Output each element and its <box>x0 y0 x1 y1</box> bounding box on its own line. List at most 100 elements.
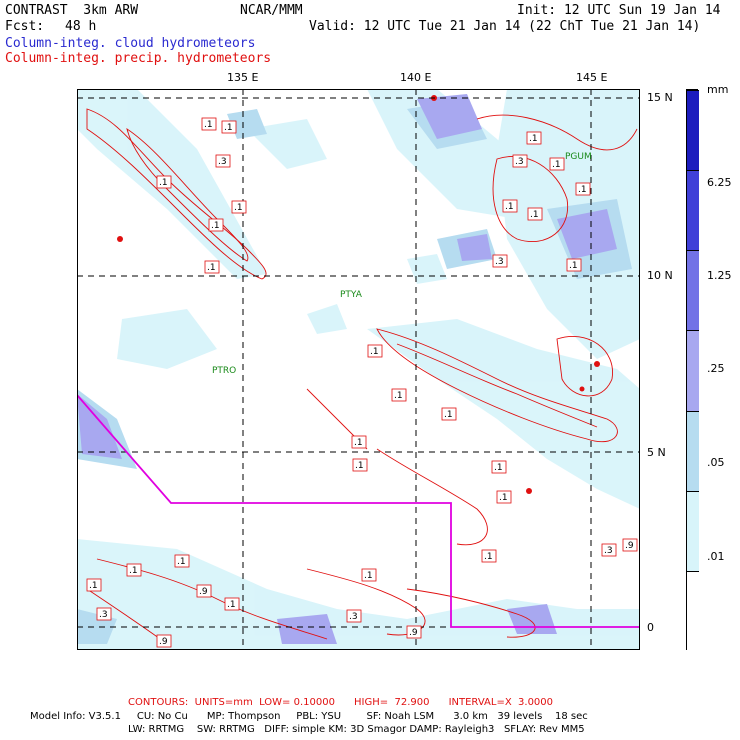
contour-label: .1 <box>159 178 168 188</box>
contour-label: .1 <box>530 210 539 220</box>
footer-model-info-2: LW: RRTMG SW: RRTMG DIFF: simple KM: 3D … <box>128 724 585 735</box>
contour-label-box <box>215 154 231 168</box>
contour-label: .3 <box>604 546 613 556</box>
contour-label-box <box>204 260 220 274</box>
footer-contours: CONTOURS: UNITS=mm LOW= 0.10000 HIGH= 72… <box>128 697 554 708</box>
contour-label: .9 <box>625 541 634 551</box>
contour-label-box <box>126 563 142 577</box>
colorbar <box>686 89 699 651</box>
contour-labels: .1 .1 .3 .1 .1 .1 .1 .3 .1 .1 .3 .1 .1 .1 .1 .1 .1 .1 .1 .1… <box>86 117 638 648</box>
contour-label-box <box>527 207 543 221</box>
contour-label: .3 <box>515 157 524 167</box>
contour-label-box <box>496 490 512 504</box>
station-ptro: PTRO <box>212 366 237 376</box>
contour-label: .1 <box>370 347 379 357</box>
contour-label-box <box>231 200 247 214</box>
fcst-value: 48 h <box>65 19 97 34</box>
contour-label: .1 <box>224 123 233 133</box>
lat-label-15n: 15 N <box>647 91 673 104</box>
colorbar-label-6-25: 6.25 <box>707 176 732 189</box>
fcst-label: Fcst: <box>5 19 45 34</box>
contour-label: .9 <box>159 637 168 647</box>
colorbar-segment <box>687 490 699 571</box>
contour-label: .1 <box>211 221 220 231</box>
contour-label: .1 <box>354 438 363 448</box>
contour-label-box <box>549 157 565 171</box>
weather-map: .1 .1 .3 .1 .1 .1 .1 .3 .1 .1 .3 .1 .1 .1 .1 .1 .1 .1 .1 .1… <box>77 89 640 650</box>
contour-label-box <box>526 131 542 145</box>
contour-label: .3 <box>349 612 358 622</box>
footer-model-info-1: Model Info: V3.5.1 CU: No Cu MP: Thompso… <box>30 711 588 722</box>
contour-label-box <box>361 568 377 582</box>
contour-label-box <box>221 120 237 134</box>
init-time: Init: 12 UTC Sun 19 Jan 14 <box>517 3 721 18</box>
colorbar-label-0-01: .01 <box>707 550 725 563</box>
contour-label: .1 <box>505 202 514 212</box>
contour-label-box <box>156 175 172 189</box>
contour-label-box <box>622 538 638 552</box>
center-name: NCAR/MMM <box>240 3 303 18</box>
model-title: CONTRAST 3km ARW <box>5 3 139 18</box>
contour-label-box <box>491 460 507 474</box>
contour-label-box <box>492 254 508 268</box>
colorbar-segment <box>687 330 699 411</box>
contour-label-box <box>601 543 617 557</box>
contour-label: .9 <box>409 628 418 638</box>
station-ptya: PTYA <box>340 290 362 300</box>
contour-label: .3 <box>218 157 227 167</box>
contour-label: .1 <box>444 410 453 420</box>
cloud-shading-high <box>77 94 617 644</box>
contour-label: .1 <box>499 493 508 503</box>
contour-label-box <box>575 182 591 196</box>
contour-label: .3 <box>495 257 504 267</box>
colorbar-label-1-25: 1.25 <box>707 269 732 282</box>
lon-label-145: 145 E <box>576 71 608 84</box>
colorbar-segment <box>687 570 699 651</box>
contour-label-box <box>502 199 518 213</box>
contour-label-box <box>224 597 240 611</box>
colorbar-segment <box>687 250 699 331</box>
contour-label-box <box>346 609 362 623</box>
lat-label-0: 0 <box>647 621 654 634</box>
contour-label: .1 <box>177 557 186 567</box>
contour-label: .1 <box>394 391 403 401</box>
colorbar-label-0-25: .25 <box>707 362 725 375</box>
station-pgum: PGUM <box>565 152 592 162</box>
contour-label: .3 <box>99 610 108 620</box>
contour-label: .1 <box>227 600 236 610</box>
contour-label-box <box>201 117 217 131</box>
contour-label-box <box>352 458 368 472</box>
contour-label-box <box>566 258 582 272</box>
grid <box>77 89 640 650</box>
colorbar-segment <box>687 90 699 171</box>
contour-label: .1 <box>89 581 98 591</box>
valid-time: Valid: 12 UTC Tue 21 Jan 14 (22 ChT Tue … <box>309 19 701 34</box>
contour-label-box <box>86 578 102 592</box>
contour-label-box <box>96 607 112 621</box>
contour-label: .9 <box>199 587 208 597</box>
contour-label-box <box>406 625 422 639</box>
contour-label-box <box>512 154 528 168</box>
legend-precip: Column-integ. precip. hydrometeors <box>5 51 272 66</box>
contour-label-box <box>196 584 212 598</box>
lat-label-10n: 10 N <box>647 269 673 282</box>
contour-label: .1 <box>494 463 503 473</box>
contour-label: .1 <box>552 160 561 170</box>
contour-label: .1 <box>204 120 213 130</box>
colorbar-unit: mm <box>707 83 729 96</box>
contour-label: .1 <box>234 203 243 213</box>
contour-label-box <box>481 549 497 563</box>
colorbar-label-0-05: .05 <box>707 456 725 469</box>
contour-label: .1 <box>569 261 578 271</box>
lat-label-5n: 5 N <box>647 446 666 459</box>
contour-label: .1 <box>207 263 216 273</box>
contour-label: .1 <box>364 571 373 581</box>
colorbar-segment <box>687 410 699 491</box>
contour-label: .1 <box>129 566 138 576</box>
contour-label: .1 <box>355 461 364 471</box>
lon-label-140: 140 E <box>400 71 432 84</box>
contour-label-box <box>391 388 407 402</box>
contour-label-box <box>208 218 224 232</box>
contour-label-box <box>156 634 172 648</box>
legend-cloud: Column-integ. cloud hydrometeors <box>5 36 256 51</box>
